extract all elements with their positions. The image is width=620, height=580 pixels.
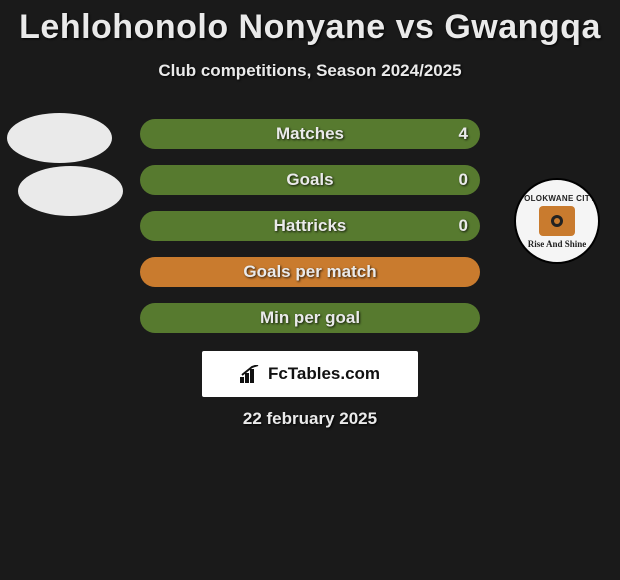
stat-row: Matches4 <box>0 119 620 149</box>
stat-bar-right <box>140 165 480 195</box>
stat-bar <box>140 165 480 195</box>
stat-bar-right <box>140 303 480 333</box>
chart-icon <box>240 365 262 383</box>
stat-row: Min per goal <box>0 303 620 333</box>
stat-bar-right <box>140 211 480 241</box>
stat-row: Goals per match <box>0 257 620 287</box>
subtitle: Club competitions, Season 2024/2025 <box>0 61 620 81</box>
stat-row: Goals0 <box>0 165 620 195</box>
stat-value-right: 4 <box>459 119 468 149</box>
stat-bar <box>140 211 480 241</box>
fctables-logo: FcTables.com <box>202 351 418 397</box>
stat-value-right: 0 <box>459 165 468 195</box>
stat-bar <box>140 257 480 287</box>
stat-bar-left <box>140 257 480 287</box>
stat-row: Hattricks0 <box>0 211 620 241</box>
stat-bar <box>140 119 480 149</box>
stat-bar <box>140 303 480 333</box>
stat-bar-right <box>140 119 480 149</box>
logo-text: FcTables.com <box>268 364 380 384</box>
stat-value-right: 0 <box>459 211 468 241</box>
stats-area: Matches4 Goals0 Hattricks0 Goals per match M… <box>0 119 620 333</box>
page-title: Lehlohonolo Nonyane vs Gwangqa <box>0 0 620 47</box>
date-label: 22 february 2025 <box>0 409 620 429</box>
